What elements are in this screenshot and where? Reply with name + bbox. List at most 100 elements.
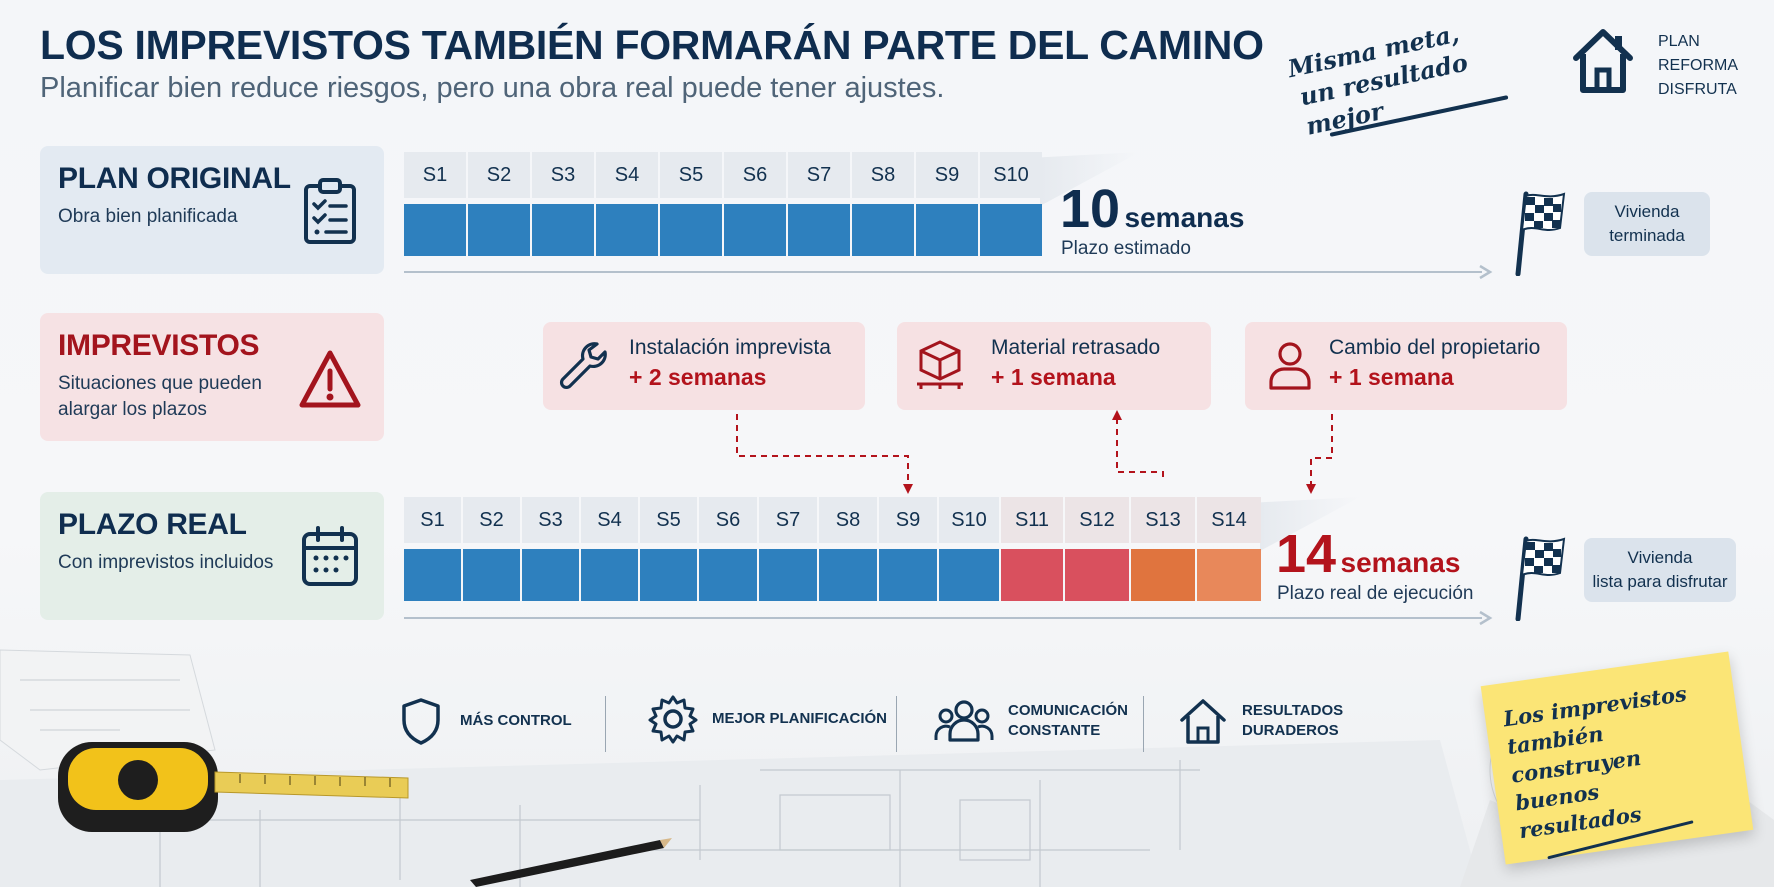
plan-original-finish-badge: Vivienda terminada xyxy=(1584,192,1710,256)
week-label: S12 xyxy=(1065,497,1129,543)
event-delay: + 2 semanas xyxy=(629,364,767,390)
plan-original-week-bar xyxy=(404,204,1042,256)
week-block xyxy=(404,204,466,256)
plazo-real-total: 14 semanas xyxy=(1276,523,1460,585)
week-label: S3 xyxy=(532,152,594,198)
feature-label-line-1: MEJOR PLANIFICACIÓN xyxy=(712,710,888,727)
box-icon xyxy=(917,340,963,389)
plan-original-total-unit: semanas xyxy=(1124,202,1245,233)
week-label: S7 xyxy=(788,152,850,198)
plazo-real-timeline-axis xyxy=(404,617,1482,619)
feature-label: RESULTADOS DURADEROS xyxy=(1242,701,1343,741)
week-block xyxy=(852,204,914,256)
brand-word-1: PLAN xyxy=(1658,33,1700,50)
week-label: S5 xyxy=(640,497,697,543)
person-icon xyxy=(1269,342,1311,390)
feature-label: MEJOR PLANIFICACIÓN xyxy=(712,709,887,729)
week-label: S1 xyxy=(404,152,466,198)
week-label: S13 xyxy=(1131,497,1195,543)
gear-icon xyxy=(648,695,698,744)
feature-control: MÁS CONTROL xyxy=(396,696,572,746)
week-label: S10 xyxy=(939,497,999,543)
plazo-real-week-labels: S1 S2 S3 S4 S5 S6 S7 S8 S9 S10 S11 S12 S… xyxy=(404,497,1261,543)
event-card-propietario: Cambio del propietario + 1 semana xyxy=(1245,322,1567,410)
plan-original-title: PLAN ORIGINAL xyxy=(58,162,291,195)
finish-line-2: terminada xyxy=(1609,226,1685,245)
week-label: S6 xyxy=(699,497,757,543)
sticky-note-text: Los imprevistos también construyen bueno… xyxy=(1502,676,1734,846)
week-block xyxy=(939,549,999,601)
arrow-head-icon xyxy=(1479,264,1493,280)
week-block xyxy=(532,204,594,256)
week-block xyxy=(640,549,697,601)
feature-planificacion: MEJOR PLANIFICACIÓN xyxy=(648,694,887,744)
week-label: S9 xyxy=(879,497,937,543)
house-icon xyxy=(1180,699,1226,744)
week-block-delay xyxy=(1131,549,1195,601)
week-label: S2 xyxy=(463,497,520,543)
calendar-icon xyxy=(302,526,358,586)
feature-resultados: RESULTADOS DURADEROS xyxy=(1178,696,1343,746)
plan-original-total: 10 semanas xyxy=(1060,178,1244,240)
week-block xyxy=(404,549,461,601)
imprevistos-subtitle-line-2: alargar los plazos xyxy=(58,398,207,420)
plazo-real-subtitle: Con imprevistos incluidos xyxy=(58,552,274,573)
week-block xyxy=(759,549,817,601)
week-block xyxy=(581,549,638,601)
week-label: S5 xyxy=(660,152,722,198)
feature-label: MÁS CONTROL xyxy=(460,711,572,731)
event-delay: + 1 semana xyxy=(991,364,1116,390)
plan-original-subtitle: Obra bien planificada xyxy=(58,206,238,227)
brand-word-3: DISFRUTA xyxy=(1658,81,1737,98)
feature-label-line-2: CONSTANTE xyxy=(1008,722,1101,739)
week-block xyxy=(724,204,786,256)
clipboard-checklist-icon xyxy=(304,178,356,244)
week-block xyxy=(468,204,530,256)
arrow-head-icon xyxy=(1479,610,1493,626)
feature-comunicacion: COMUNICACIÓN CONSTANTE xyxy=(934,696,1128,746)
warning-icon xyxy=(299,350,361,408)
week-block xyxy=(879,549,937,601)
feature-label-line-1: COMUNICACIÓN xyxy=(1008,702,1128,719)
week-block-delay xyxy=(1001,549,1063,601)
plazo-real-total-number: 14 xyxy=(1276,524,1337,584)
wrench-icon xyxy=(559,342,607,390)
week-block xyxy=(788,204,850,256)
finish-line-2: lista para disfrutar xyxy=(1592,572,1728,591)
event-card-instalacion: Instalación imprevista + 2 semanas xyxy=(543,322,865,410)
event-title: Instalación imprevista xyxy=(629,336,831,359)
page-subtitle: Planificar bien reduce riesgos, pero una… xyxy=(40,72,945,104)
imprevistos-title: IMPREVISTOS xyxy=(58,329,260,362)
checkered-flag-icon xyxy=(1515,536,1566,621)
plan-original-timeline-axis xyxy=(404,271,1482,273)
week-label: S8 xyxy=(819,497,877,543)
week-label: S7 xyxy=(759,497,817,543)
week-label: S6 xyxy=(724,152,786,198)
brand-word-2: REFORMA xyxy=(1658,57,1738,74)
imprevistos-subtitle: Situaciones que pueden alargar los plazo… xyxy=(58,371,366,422)
plazo-real-title: PLAZO REAL xyxy=(58,508,247,541)
event-delay: + 1 semana xyxy=(1329,364,1454,390)
week-block xyxy=(463,549,520,601)
week-label: S4 xyxy=(596,152,658,198)
finish-line-1: Vivienda xyxy=(1614,202,1680,221)
plan-original-caption: Plazo estimado xyxy=(1061,238,1191,259)
week-label: S4 xyxy=(581,497,638,543)
plazo-real-week-bar xyxy=(404,549,1261,601)
feature-label-line-2: DURADEROS xyxy=(1242,722,1339,739)
brand-name: PLAN REFORMA DISFRUTA xyxy=(1658,30,1738,102)
event-title: Material retrasado xyxy=(991,336,1161,359)
page-title: LOS IMPREVISTOS TAMBIÉN FORMARÁN PARTE D… xyxy=(40,22,1264,68)
event-card-material: Material retrasado + 1 semana xyxy=(897,322,1211,410)
week-label: S10 xyxy=(980,152,1042,198)
plan-original-total-number: 10 xyxy=(1060,179,1121,239)
people-icon xyxy=(934,700,994,742)
feature-label-line-1: MÁS CONTROL xyxy=(460,712,572,729)
week-label: S9 xyxy=(916,152,978,198)
plazo-real-panel: PLAZO REAL Con imprevistos incluidos xyxy=(40,492,384,620)
feature-divider xyxy=(1143,696,1144,752)
week-label: S2 xyxy=(468,152,530,198)
checkered-flag-icon xyxy=(1515,191,1566,276)
house-logo-icon xyxy=(1573,29,1633,93)
